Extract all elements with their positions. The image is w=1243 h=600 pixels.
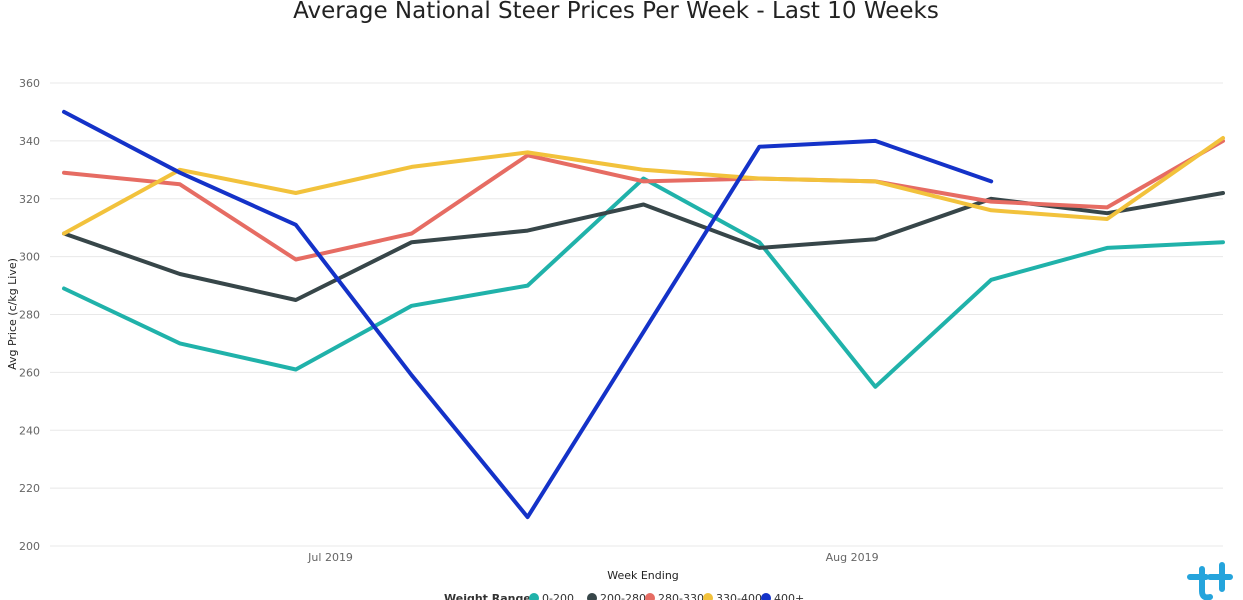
- legend-label: 280-330: [658, 592, 704, 600]
- legend-item-330-400[interactable]: 330-400: [703, 592, 762, 600]
- y-tick-label: 300: [19, 251, 40, 264]
- legend-label: 200-280: [600, 592, 646, 600]
- legend-label: 400+: [774, 592, 804, 600]
- legend-swatch: [587, 593, 597, 600]
- y-tick-label: 200: [19, 540, 40, 553]
- y-tick-label: 240: [19, 424, 40, 437]
- legend-item-200-280[interactable]: 200-280: [587, 592, 646, 600]
- x-axis-ticks: Jul 2019 Aug 2019: [307, 551, 878, 564]
- legend-item-280-330[interactable]: 280-330: [645, 592, 704, 600]
- legend-title: Weight Range: [444, 592, 531, 600]
- x-tick-label: Aug 2019: [826, 551, 879, 564]
- legend-swatch: [761, 593, 771, 600]
- x-tick-label: Jul 2019: [307, 551, 353, 564]
- y-tick-label: 320: [19, 193, 40, 206]
- grid: [50, 82, 1223, 547]
- legend-item-400+[interactable]: 400+: [761, 592, 804, 600]
- x-axis-label: Week Ending: [607, 569, 679, 582]
- legend-swatch: [703, 593, 713, 600]
- y-tick-label: 340: [19, 135, 40, 148]
- legend-item-0-200[interactable]: 0-200: [529, 592, 574, 600]
- series-lines: [62, 109, 1225, 520]
- legend[interactable]: Weight Range 0-200 200-280 280-330 330-400 40…: [444, 592, 804, 600]
- legend-label: 330-400: [716, 592, 762, 600]
- y-axis-label: Avg Price (c/kg Live): [6, 258, 19, 370]
- y-tick-label: 360: [19, 77, 40, 90]
- series-line-0-200: [62, 176, 1225, 389]
- y-tick-label: 280: [19, 309, 40, 322]
- legend-swatch: [529, 593, 539, 600]
- series-line-200-280: [62, 191, 1225, 302]
- y-tick-label: 260: [19, 366, 40, 379]
- chart-title: Average National Steer Prices Per Week -…: [293, 0, 939, 24]
- legend-swatch: [645, 593, 655, 600]
- brand-logo-icon: [1187, 562, 1233, 600]
- series-line-280-330: [62, 138, 1225, 262]
- legend-label: 0-200: [542, 592, 574, 600]
- series-line-400+: [62, 109, 994, 520]
- y-axis-ticks: 200 220 240 260 280 300 320 340 360: [19, 77, 40, 553]
- y-tick-label: 220: [19, 482, 40, 495]
- series-line-330-400: [62, 136, 1225, 236]
